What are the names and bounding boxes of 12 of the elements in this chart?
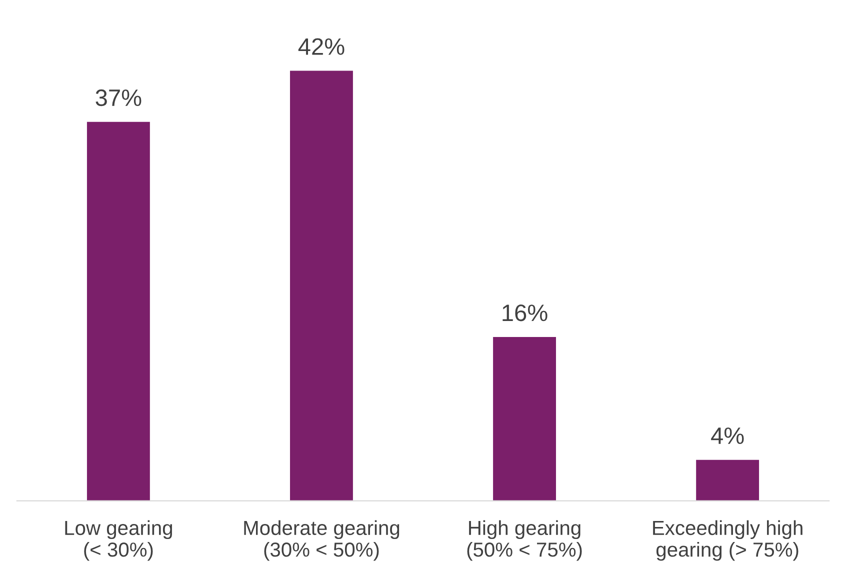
data-label: 42% (298, 38, 344, 55)
bar (493, 336, 556, 501)
x-tick-label: Exceedingly high gearing (> 75%) (653, 520, 802, 561)
bar (290, 70, 353, 501)
bar (86, 122, 150, 501)
bar (696, 460, 760, 501)
x-tick-label: Moderate gearing (30% < 50%) (244, 520, 400, 561)
data-label: 16% (502, 304, 548, 322)
data-label: 4% (711, 427, 744, 444)
x-tick-label: High gearing (50% < 75%) (467, 520, 582, 561)
x-tick-label: Low gearing (< 30%) (65, 520, 172, 561)
data-label: 37% (96, 89, 142, 106)
